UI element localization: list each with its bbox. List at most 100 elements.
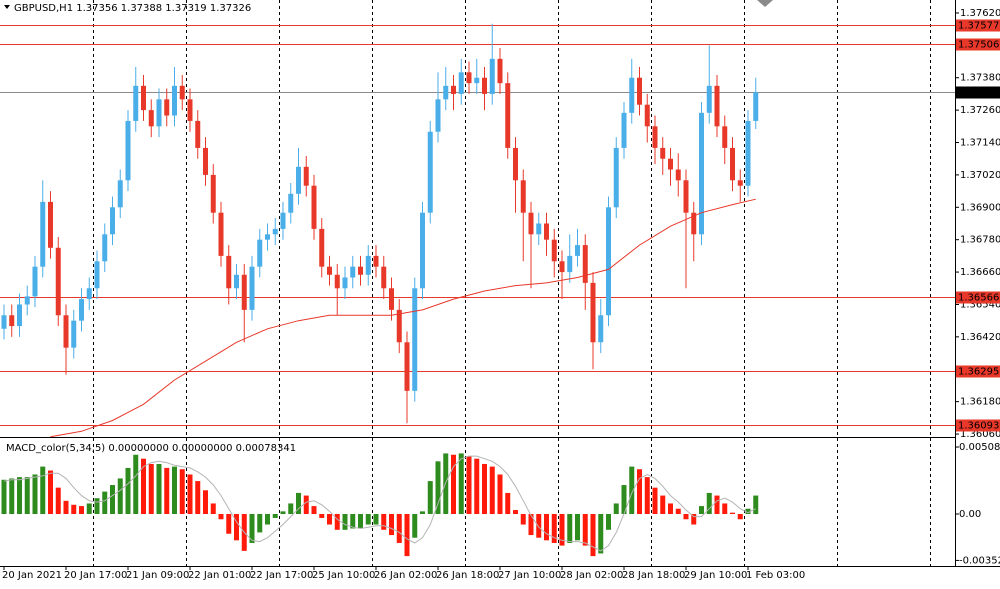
macd-bar <box>598 513 604 554</box>
macd-bar <box>17 477 22 514</box>
candle-body <box>482 77 487 94</box>
x-tick-label: 29 Jan 10:00 <box>684 570 747 581</box>
macd-bar <box>381 513 387 530</box>
macd-bar <box>94 498 100 514</box>
candle-body <box>280 212 286 229</box>
macd-bar <box>458 453 464 514</box>
macd-bar <box>210 503 216 514</box>
y2-tick-label: 0.00 <box>959 509 981 520</box>
candle-body <box>226 255 232 289</box>
macd-bar <box>466 456 472 514</box>
candle-body <box>358 266 363 275</box>
macd-bar <box>644 477 650 514</box>
candle-body <box>365 255 371 275</box>
candle-body <box>218 212 224 256</box>
macd-bar <box>265 513 270 525</box>
x-tick-label: 22 Jan 01:00 <box>188 570 251 581</box>
candle-body <box>598 315 604 343</box>
level-label-box <box>956 291 1000 304</box>
y-tick-label: 1.36180 <box>960 397 1000 408</box>
candle-body <box>94 261 100 289</box>
macd-bar <box>1 479 7 514</box>
candle-body <box>381 266 387 289</box>
macd-bar <box>172 466 177 514</box>
candle-body <box>342 277 348 289</box>
macd-bar <box>505 492 511 514</box>
macd-bar <box>660 495 666 514</box>
candle-body <box>48 201 53 248</box>
candle-body <box>110 207 115 235</box>
candle-body <box>466 72 472 84</box>
candle-body <box>660 147 666 159</box>
candle-body <box>125 120 131 181</box>
level-label: 1.36093 <box>958 421 999 432</box>
macd-bar <box>358 513 363 529</box>
candle-body <box>497 58 503 84</box>
y-tick-label: 1.36420 <box>960 332 1000 343</box>
menu-arrow[interactable] <box>4 5 10 9</box>
x-tick-label: 28 Jan 02:00 <box>560 570 623 581</box>
macd-bar <box>451 454 456 514</box>
candle-body <box>551 239 557 262</box>
macd-bar <box>489 466 495 514</box>
macd-bar <box>164 467 170 514</box>
candle-body <box>435 99 441 132</box>
macd-bar <box>544 513 549 541</box>
x-tick-label: 20 Jan 2021 <box>2 570 62 581</box>
candle-body <box>737 180 743 186</box>
x-tick-label: 26 Jan 02:00 <box>374 570 437 581</box>
macd-bar <box>652 487 658 514</box>
candle-body <box>272 228 278 235</box>
macd-bar <box>195 481 201 514</box>
candle-body <box>17 304 22 327</box>
candle-body <box>691 212 697 235</box>
y-tick-label: 1.36060 <box>960 429 1000 440</box>
candle-body <box>63 315 69 348</box>
candle-body <box>79 299 84 321</box>
macd-bar <box>288 503 294 514</box>
candle-body <box>536 223 542 235</box>
macd-bar <box>125 467 131 514</box>
level-label: 1.37506 <box>958 40 999 51</box>
candle-body <box>327 266 332 275</box>
candle-body <box>234 274 239 289</box>
candle-body <box>505 83 511 148</box>
macd-bar <box>675 508 681 514</box>
macd-bar <box>319 513 325 518</box>
candle-body <box>412 288 418 391</box>
candle-body <box>621 112 627 148</box>
macd-bar <box>536 513 542 538</box>
shift-marker[interactable] <box>757 0 773 7</box>
macd-bar <box>334 513 340 530</box>
candle-body <box>133 85 139 121</box>
level-label: 1.37577 <box>958 21 999 32</box>
candle-body <box>265 234 270 240</box>
candle-body <box>389 288 394 310</box>
macd-bar <box>613 503 619 514</box>
macd-bar <box>528 513 534 536</box>
y2-tick-label: -0.003526 <box>959 555 1000 566</box>
macd-bar <box>482 463 487 514</box>
macd-bar <box>218 513 224 520</box>
macd-bar <box>575 513 580 541</box>
macd-bar <box>668 503 673 514</box>
y-tick-label: 1.36660 <box>960 267 1000 278</box>
chart-title: GBPUSD,H1 1.37356 1.37388 1.37319 1.3732… <box>14 3 251 14</box>
x-tick-label: 25 Jan 10:00 <box>312 570 375 581</box>
macd-bar <box>637 469 642 514</box>
candle-body <box>559 261 565 273</box>
macd-signal <box>3 455 757 552</box>
candle-body <box>745 120 751 186</box>
macd-bar <box>55 487 61 514</box>
candle-body <box>350 266 356 278</box>
level-label-box <box>956 38 1000 51</box>
level-label-box <box>956 419 1000 432</box>
macd-bar <box>71 504 77 514</box>
macd-bar <box>497 474 503 514</box>
level-label: 1.36566 <box>958 293 999 304</box>
x-tick-label: 26 Jan 18:00 <box>436 570 499 581</box>
candle-body <box>474 77 480 84</box>
macd-bar <box>567 513 573 543</box>
candle-body <box>257 239 263 267</box>
